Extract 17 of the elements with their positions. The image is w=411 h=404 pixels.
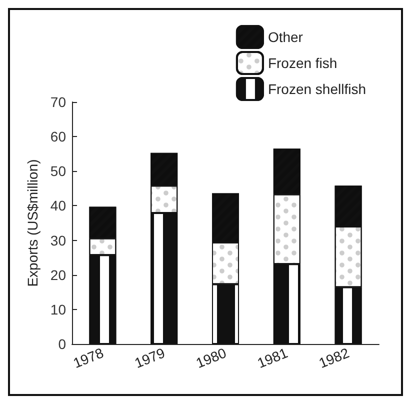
y-tick-label: 70 — [50, 94, 66, 110]
x-tick-label: 1982 — [316, 344, 352, 372]
x-tick-label: 1981 — [255, 344, 290, 372]
x-tick-label: 1980 — [194, 344, 229, 372]
y-tick-label: 30 — [50, 232, 66, 248]
y-tick-label: 60 — [50, 128, 66, 145]
y-tick-label: 20 — [50, 266, 66, 283]
y-tick-label: 10 — [50, 301, 66, 318]
x-tick-label: 1978 — [70, 344, 106, 372]
y-axis-title: Exports (US$million) — [24, 159, 41, 287]
legend-label: Other — [268, 29, 304, 45]
legend-label: Frozen fish — [268, 55, 338, 71]
y-tick-label: 0 — [58, 336, 66, 352]
legend-label: Frozen shellfish — [268, 81, 366, 97]
y-tick-label: 50 — [50, 163, 66, 180]
y-tick-label: 40 — [50, 198, 66, 214]
x-tick-label: 1979 — [132, 344, 168, 372]
